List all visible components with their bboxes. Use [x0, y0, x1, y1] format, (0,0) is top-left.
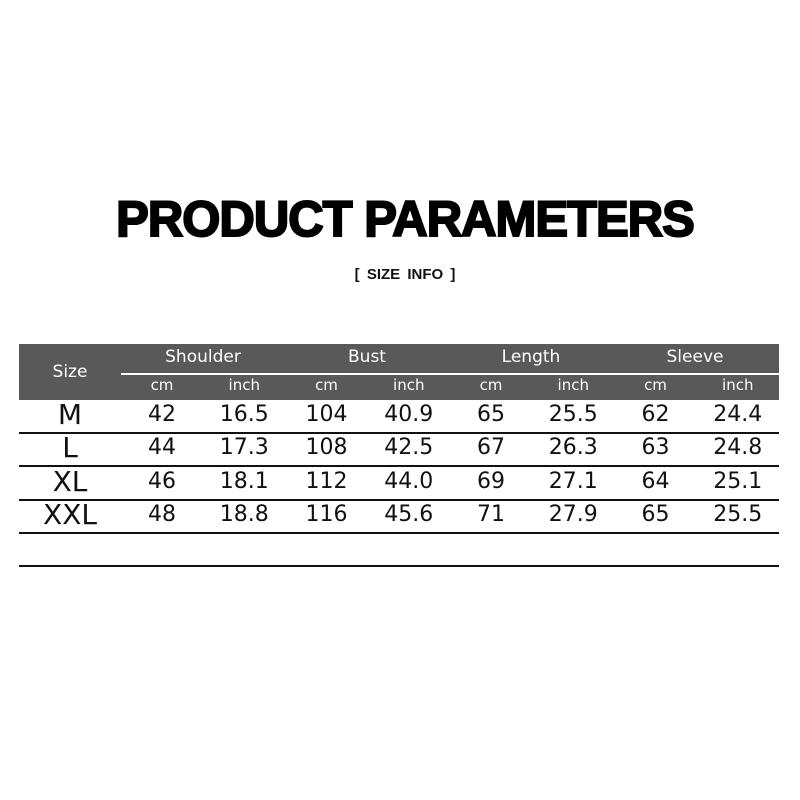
group-header-bust: Bust [348, 347, 386, 367]
value-cell: 25.1 [713, 469, 763, 494]
value-cell: 65 [641, 502, 670, 527]
table-bottom-line [19, 565, 779, 567]
value-cell: 25.5 [548, 402, 598, 427]
value-cell: 116 [305, 502, 348, 527]
value-cell: 108 [305, 435, 348, 460]
value-cell: 26.3 [548, 435, 598, 460]
unit-header: inch [557, 376, 589, 394]
value-cell: 44.0 [384, 469, 434, 494]
table-row: L 44 17.3 108 42.5 67 26.3 63 24.8 [19, 431, 779, 467]
value-cell: 63 [641, 435, 670, 460]
table-row: XL 46 18.1 112 44.0 69 27.1 64 25.1 [19, 465, 779, 501]
table-header: Size Shoulder Bust Length Sleeve cm inch c… [19, 344, 779, 400]
value-cell: 25.5 [713, 502, 763, 527]
value-cell: 112 [305, 469, 348, 494]
table-row: M 42 16.5 104 40.9 65 25.5 62 24.4 [19, 398, 779, 434]
value-cell: 67 [477, 435, 505, 460]
value-cell: 40.9 [384, 402, 434, 427]
page-title: PRODUCT PARAMETERS [115, 190, 696, 248]
value-cell: 64 [641, 469, 670, 494]
value-cell: 27.1 [548, 469, 598, 494]
value-cell: 104 [305, 402, 348, 427]
value-cell: 18.8 [219, 502, 269, 527]
size-cell: L [62, 431, 78, 464]
value-cell: 24.8 [713, 435, 763, 460]
group-header-shoulder: Shoulder [165, 347, 241, 367]
unit-header: cm [315, 376, 338, 394]
value-cell: 44 [148, 435, 176, 460]
unit-header: cm [479, 376, 503, 394]
value-cell: 48 [148, 502, 176, 527]
value-cell: 69 [477, 469, 505, 494]
group-header-length: Length [501, 347, 561, 367]
value-cell: 17.3 [219, 435, 269, 460]
size-cell: M [57, 398, 83, 431]
value-cell: 45.6 [384, 502, 434, 527]
group-header-sleeve: Sleeve [666, 347, 724, 367]
value-cell: 65 [477, 402, 505, 427]
value-cell: 18.1 [219, 469, 269, 494]
value-cell: 24.4 [713, 402, 763, 427]
size-cell: XL [52, 465, 88, 498]
value-cell: 71 [477, 502, 505, 527]
size-cell: XXL [43, 498, 97, 531]
unit-header: inch [228, 376, 260, 394]
value-cell: 62 [641, 402, 670, 427]
unit-header: cm [150, 376, 174, 394]
page-subtitle: [ SIZE INFO ] [354, 266, 456, 283]
value-cell: 27.9 [548, 502, 598, 527]
value-cell: 42.5 [384, 435, 434, 460]
table-row: XXL 48 18.8 116 45.6 71 27.9 65 25.5 [19, 498, 779, 534]
unit-header: inch [393, 376, 425, 394]
value-cell: 42 [148, 402, 176, 427]
header-divider [121, 373, 779, 375]
size-column-header: Size [52, 362, 88, 382]
unit-header: cm [644, 376, 667, 394]
unit-header: inch [722, 376, 754, 394]
value-cell: 16.5 [219, 402, 269, 427]
value-cell: 46 [148, 469, 176, 494]
